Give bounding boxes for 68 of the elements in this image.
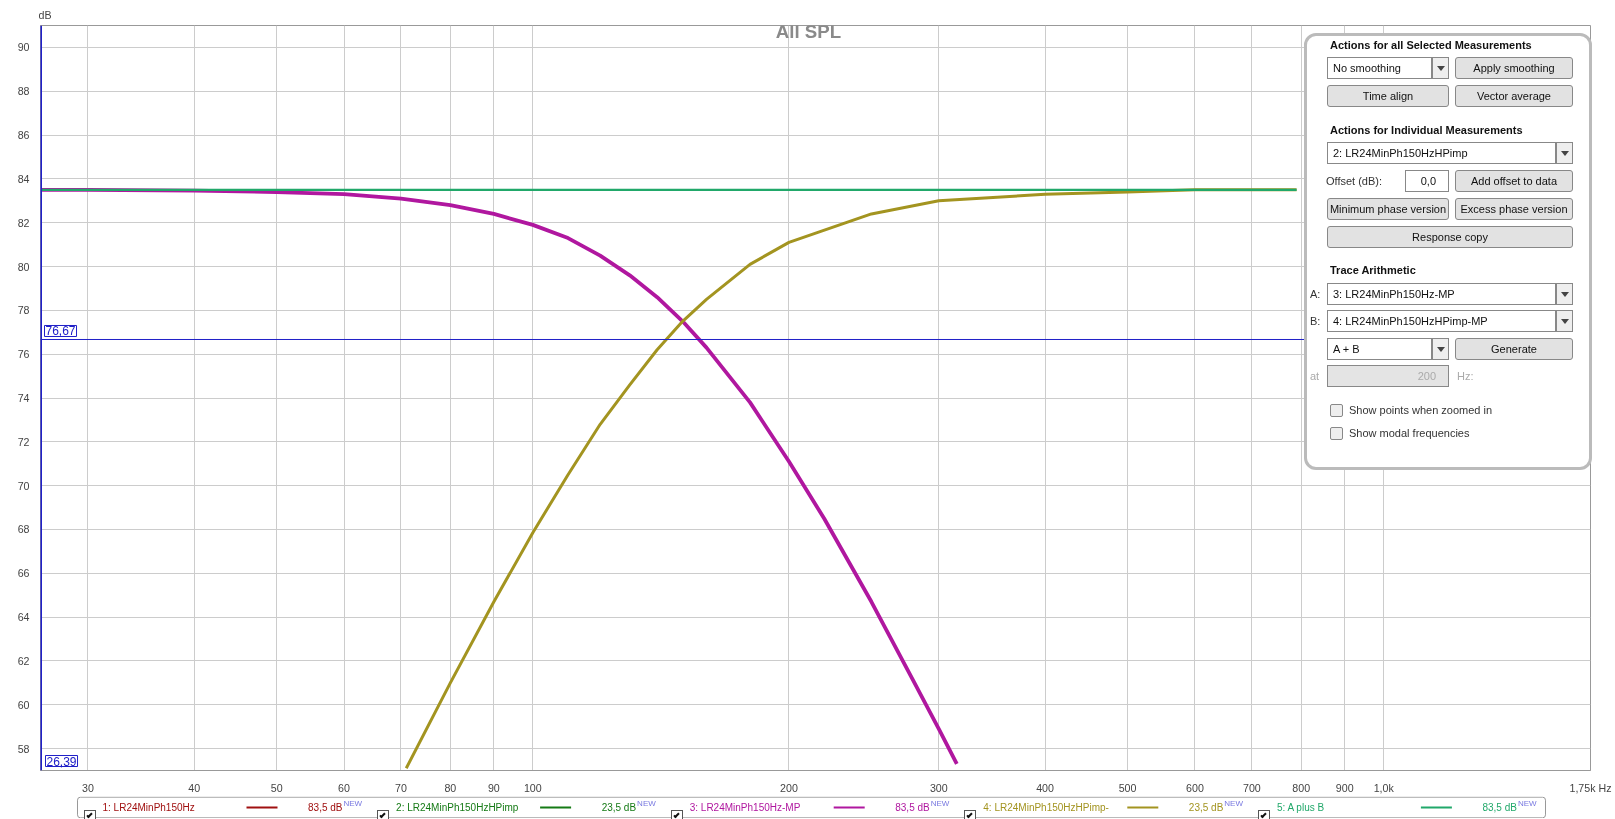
legend-label: 2: LR24MinPh150HzHPimp xyxy=(396,802,519,813)
annotation: Trace Arithmetic xyxy=(1330,263,1417,278)
x-tick-label: 60 xyxy=(338,781,351,794)
y-tick-label: 70 xyxy=(17,479,30,492)
annotation: B: xyxy=(1310,315,1321,327)
x-tick-label: 1,0k xyxy=(1373,781,1395,794)
spinner: 0,0 xyxy=(1405,170,1449,192)
button: Response copy xyxy=(1327,226,1573,248)
y-tick-label: 88 xyxy=(17,85,30,98)
x-tick-label: 200 xyxy=(780,781,798,794)
x-tick-label: 40 xyxy=(188,781,201,794)
y-tick-label: 90 xyxy=(17,41,30,54)
annotation: at xyxy=(1310,369,1321,384)
button: Add offset to data xyxy=(1455,170,1573,192)
x-tick-label: 90 xyxy=(487,781,500,794)
spinner: 200 xyxy=(1327,365,1449,387)
x-tick-label: 500 xyxy=(1118,781,1137,794)
y-tick-label: 74 xyxy=(17,392,30,404)
x-tick-label: 700 xyxy=(1243,781,1261,794)
button: Time align xyxy=(1327,85,1449,107)
dropdown: 2: LR24MinPh150HzHPimp xyxy=(1327,142,1556,164)
dropdown: No smoothing xyxy=(1327,57,1432,79)
dropdown: 3: LR24MinPh150Hz-MP xyxy=(1327,283,1556,305)
y-tick-label: 60 xyxy=(17,698,30,711)
button: Apply smoothing xyxy=(1455,57,1573,79)
text: 3: LR24MinPh150Hz-MP xyxy=(689,802,801,813)
button: Generate xyxy=(1455,338,1573,360)
x-tick-label: 600 xyxy=(1186,781,1204,794)
annotation: Actions for all Selected Measurements xyxy=(1330,38,1533,53)
y-tick-label: 62 xyxy=(17,654,30,667)
dropdown: A + B xyxy=(1327,338,1432,360)
x-tick-label: 400 xyxy=(1036,781,1055,794)
y-tick-label: 76 xyxy=(17,348,30,361)
x-tick-label: 100 xyxy=(523,781,542,794)
y-tick-label: 80 xyxy=(17,260,30,273)
annotation: Offset (dB): xyxy=(1326,174,1384,189)
annotation: Show points when zoomed in xyxy=(1349,403,1494,418)
x-tick-label: 80 xyxy=(444,781,457,794)
annotation: A: xyxy=(1310,288,1321,300)
button: Minimum phase version xyxy=(1327,198,1449,220)
annotation: Show modal frequencies xyxy=(1349,426,1471,441)
button: Excess phase version xyxy=(1455,198,1573,220)
x-tick-label: 30 xyxy=(81,781,94,794)
button: Vector average xyxy=(1455,85,1573,107)
x-tick-label: 50 xyxy=(270,781,283,794)
y-tick-label: 58 xyxy=(17,742,30,755)
y-axis-title: dB xyxy=(38,8,52,21)
x-tick-label: 300 xyxy=(929,781,948,794)
y-tick-label: 64 xyxy=(17,611,30,624)
y-tick-label: 82 xyxy=(17,216,30,229)
x-tick-label: 70 xyxy=(395,781,407,794)
y-tick-label: 68 xyxy=(17,523,30,536)
annotation: Actions for Individual Measurements xyxy=(1330,123,1524,138)
y-tick-label: 84 xyxy=(17,172,30,185)
y-tick-label: 72 xyxy=(17,435,30,448)
legend-label: 4: LR24MinPh150HzHPimp- xyxy=(983,802,1109,813)
text: 5: A plus B xyxy=(1276,802,1325,813)
x-tick-label: 800 xyxy=(1292,781,1311,794)
ref-line-label: 26,39 xyxy=(46,754,77,769)
y-tick-label: 78 xyxy=(17,304,30,317)
ref-line-label: 76,67 xyxy=(45,324,76,339)
x-tick-label: 1,75k Hz xyxy=(1569,781,1612,794)
annotation: Hz: xyxy=(1457,369,1475,384)
y-tick-label: 86 xyxy=(17,129,30,142)
x-tick-label: 900 xyxy=(1335,781,1354,794)
y-tick-label: 66 xyxy=(17,567,30,580)
legend-label: 1: LR24MinPh150Hz xyxy=(102,802,195,813)
dropdown: 4: LR24MinPh150HzHPimp-MP xyxy=(1327,310,1556,332)
